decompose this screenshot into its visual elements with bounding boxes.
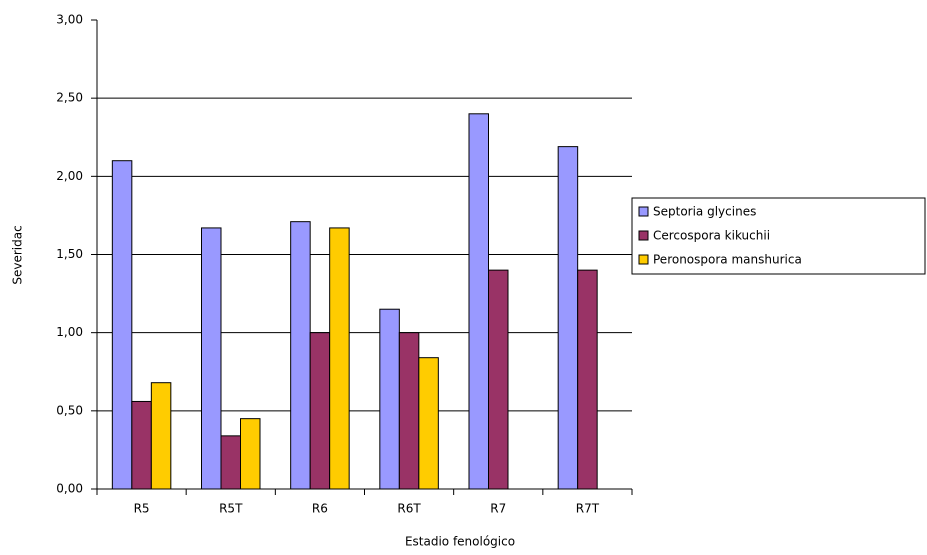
y-tick-label: 1,00 (56, 325, 83, 339)
y-tick-label: 1,50 (56, 247, 83, 261)
x-tick-label: R5T (219, 502, 243, 516)
x-tick-label: R7T (576, 502, 600, 516)
x-tick-label: R7 (490, 502, 506, 516)
y-tick-label: 2,00 (56, 169, 83, 183)
x-tick-label: R6T (397, 502, 421, 516)
y-tick-label: 3,00 (56, 13, 83, 27)
x-axis-label: Estadio fenológico (405, 535, 515, 549)
y-axis-label: Severidac (11, 225, 25, 284)
bar (488, 269, 509, 490)
legend-label: Septoria glycines (653, 205, 756, 219)
bar (577, 269, 598, 490)
bar (290, 221, 311, 490)
bar (201, 227, 222, 490)
bar (309, 332, 331, 490)
legend-label: Peronospora manshurica (653, 253, 802, 267)
bar (418, 357, 439, 490)
y-tick-label: 2,50 (56, 91, 83, 105)
legend-swatch (638, 206, 649, 217)
x-tick-label: R6 (312, 502, 328, 516)
bar (150, 382, 172, 490)
bar (131, 400, 152, 490)
bar (111, 160, 133, 490)
bar (329, 227, 350, 490)
legend-label: Cercospora kikuchii (653, 229, 770, 243)
bar (468, 113, 489, 490)
bar (240, 418, 261, 490)
bar (398, 332, 420, 490)
bar (557, 146, 579, 490)
legend-box (631, 197, 926, 275)
x-tick-label: R5 (134, 502, 150, 516)
bar (379, 308, 400, 490)
y-tick-label: 0,00 (56, 482, 83, 496)
y-tick-label: 0,50 (56, 403, 83, 417)
legend-swatch (638, 254, 649, 265)
legend-swatch (638, 230, 649, 241)
bar (220, 435, 241, 490)
